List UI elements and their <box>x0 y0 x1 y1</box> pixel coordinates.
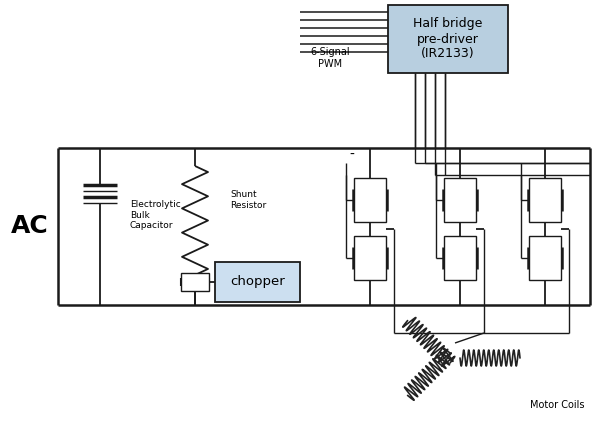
Bar <box>354 236 386 280</box>
Bar <box>444 236 476 280</box>
Bar <box>215 262 300 302</box>
Bar <box>444 178 476 222</box>
Bar <box>354 178 386 222</box>
Text: Motor Coils: Motor Coils <box>530 400 584 410</box>
Text: Half bridge
pre-driver
(IR2133): Half bridge pre-driver (IR2133) <box>413 17 482 60</box>
Bar <box>181 273 209 291</box>
Text: 6-Signal
PWM: 6-Signal PWM <box>310 47 350 69</box>
Text: -: - <box>350 148 355 162</box>
Bar <box>388 5 508 73</box>
Text: chopper: chopper <box>230 276 285 288</box>
Bar <box>529 178 561 222</box>
Bar <box>529 236 561 280</box>
Text: Electrolytic
Bulk
Capacitor: Electrolytic Bulk Capacitor <box>130 200 181 230</box>
Text: Shunt
Resistor: Shunt Resistor <box>230 190 266 210</box>
Text: AC: AC <box>11 214 49 238</box>
